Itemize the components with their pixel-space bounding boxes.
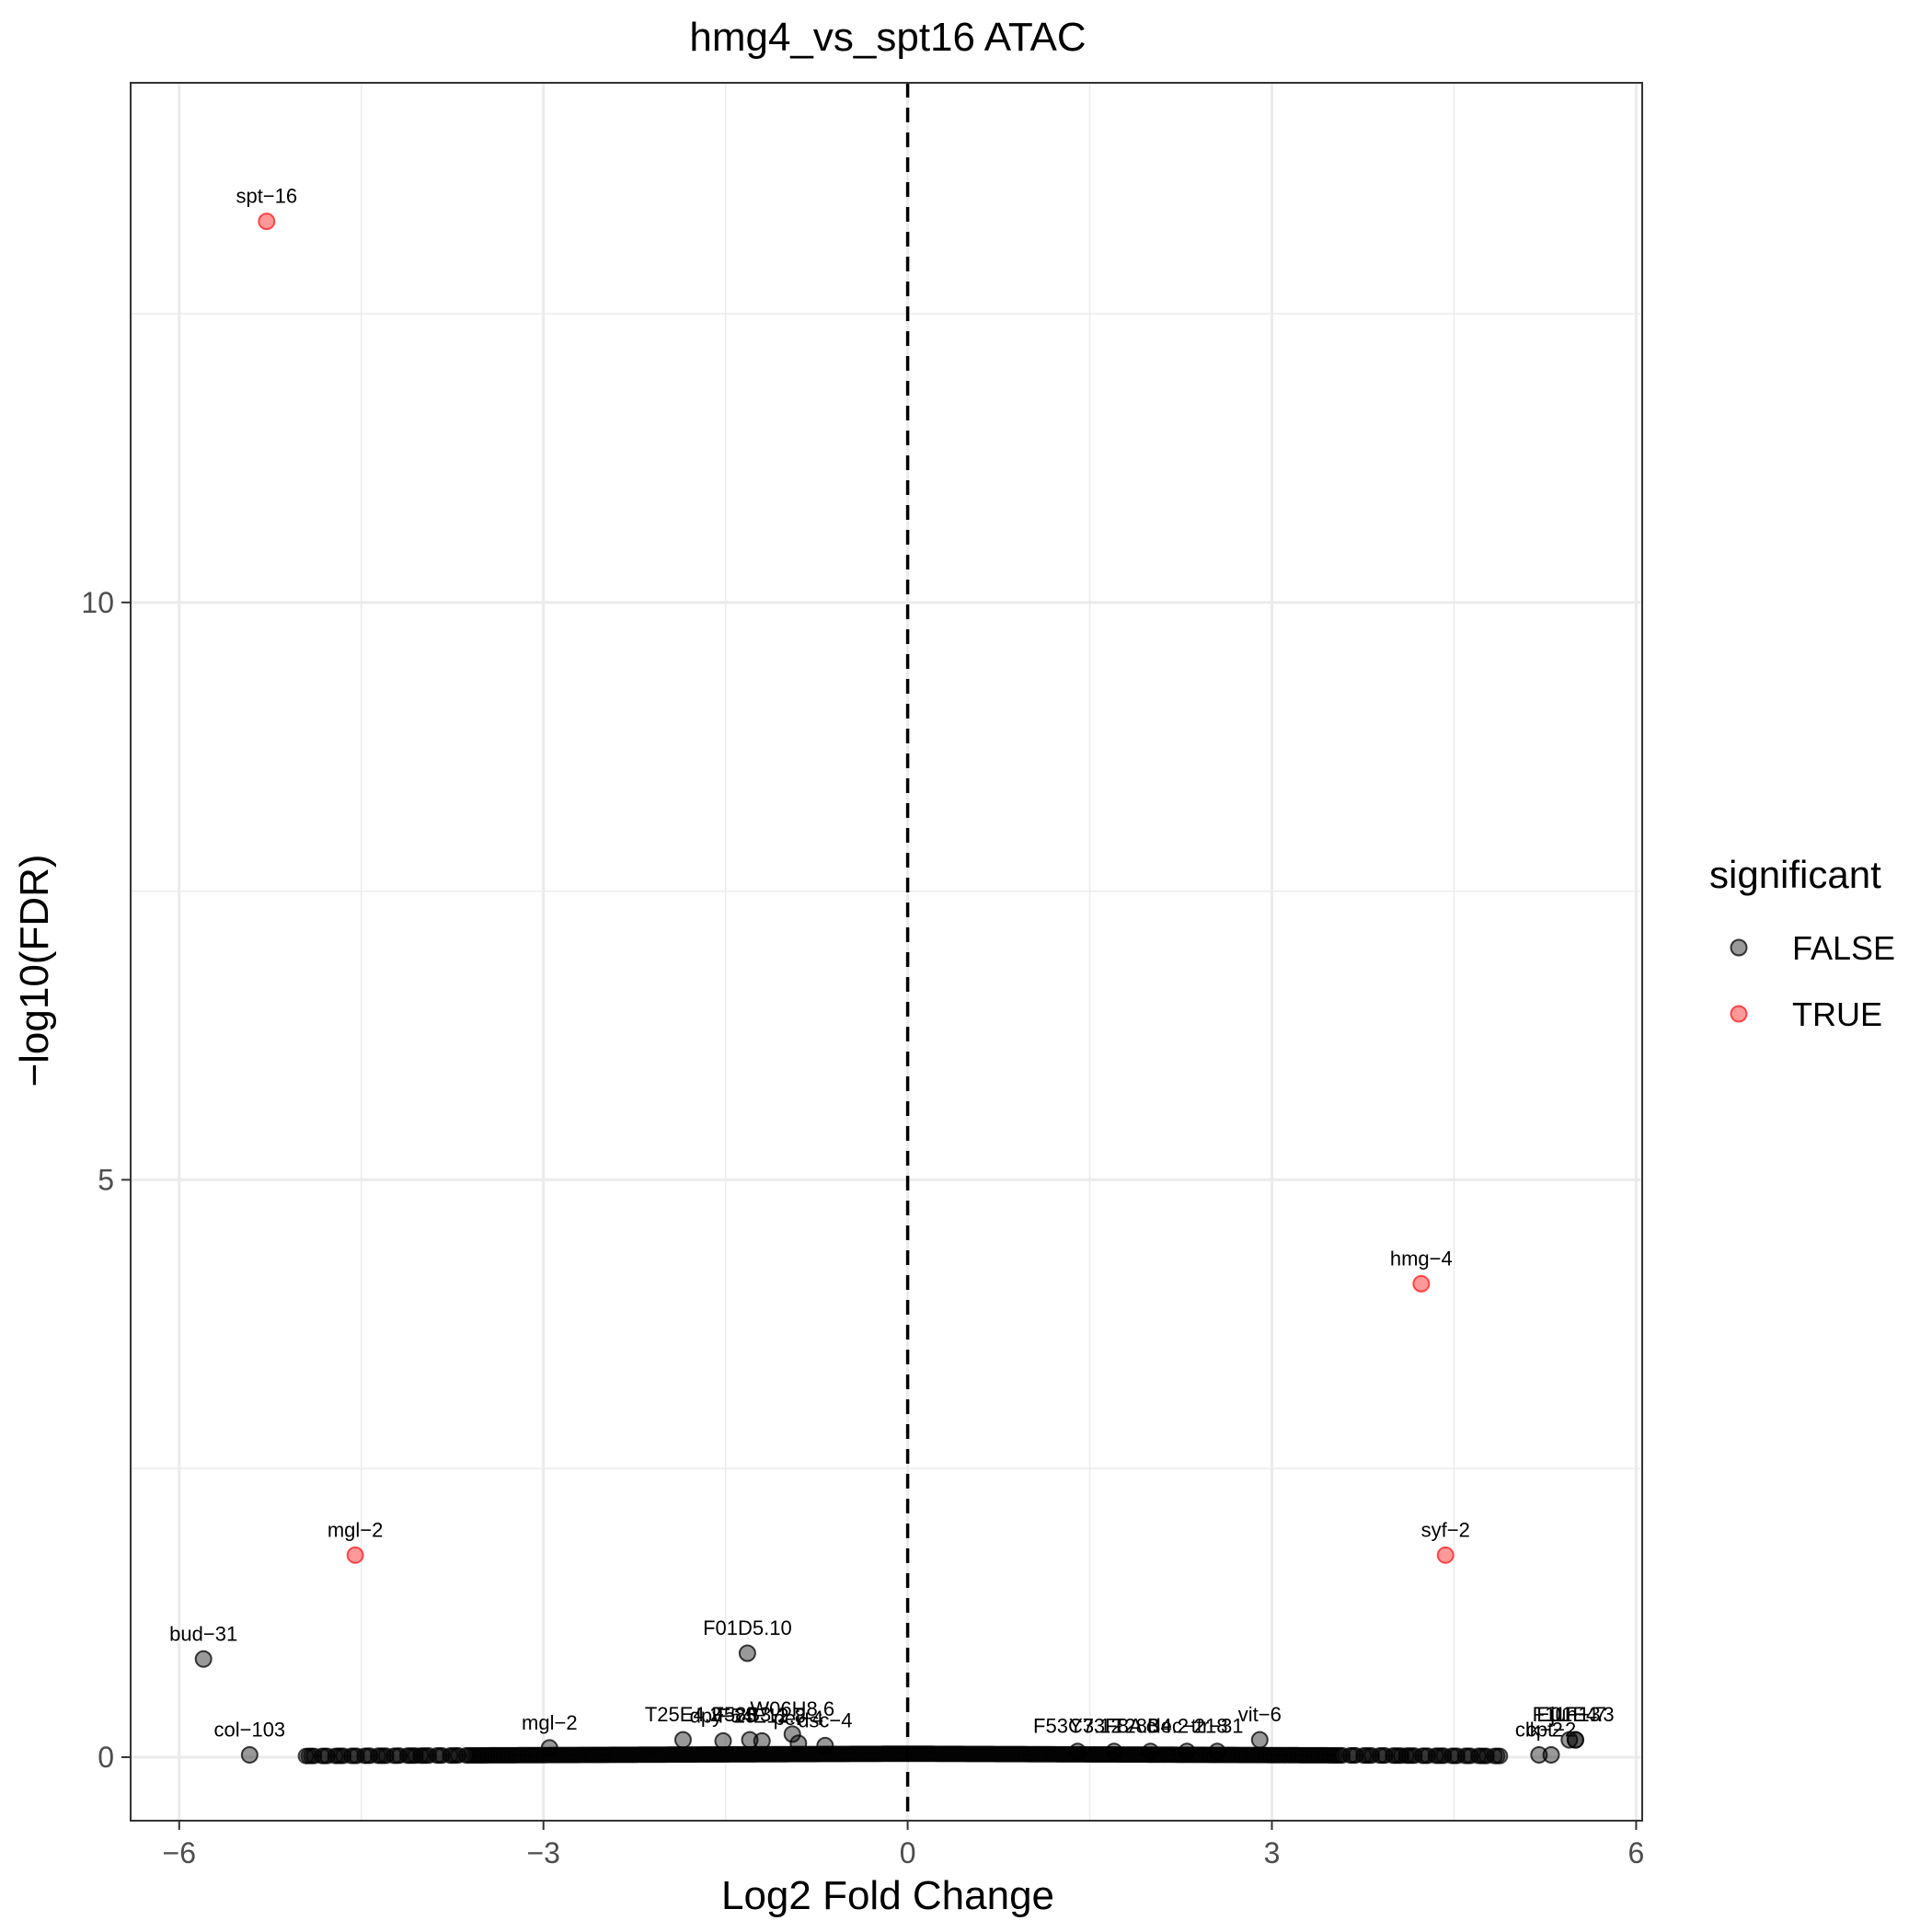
nonsignificant-point xyxy=(738,1644,756,1662)
nonsignificant-point xyxy=(1542,1745,1560,1764)
point-label: Y73F8A.3 xyxy=(1069,1715,1159,1738)
point-label: bud−31 xyxy=(169,1622,237,1645)
point-label: cpt−2 xyxy=(1526,1718,1576,1741)
nonsignificant-point xyxy=(240,1745,259,1764)
point-label: F11F1.7 xyxy=(1533,1703,1606,1726)
nonsignificant-point xyxy=(1530,1745,1548,1764)
point-label: dpy−25 xyxy=(690,1704,757,1727)
nonsignificant-point xyxy=(1566,1731,1584,1749)
point-label: T25E4.2 xyxy=(645,1703,721,1726)
x-axis-title: Log2 Fold Change xyxy=(721,1873,1054,1918)
point-label: col−103 xyxy=(213,1718,285,1741)
x-tick-label: 3 xyxy=(1264,1836,1281,1869)
legend: significant FALSE TRUE xyxy=(1709,853,1895,1033)
legend-key-true xyxy=(1730,1005,1748,1023)
nonsignificant-point xyxy=(673,1731,692,1749)
point-label: T28B4.2 xyxy=(1112,1715,1189,1738)
nonsignificant-point xyxy=(1208,1742,1226,1761)
point-label: clk−2 xyxy=(1515,1718,1563,1741)
point-label: E01E4.3 xyxy=(1536,1703,1614,1726)
significant-point xyxy=(258,213,276,231)
point-label: F53C3.12 xyxy=(1033,1715,1122,1738)
significant-point xyxy=(1412,1274,1431,1293)
nonsignificant-point xyxy=(714,1731,732,1750)
point-label: vit−6 xyxy=(1238,1703,1282,1726)
nonsignificant-point xyxy=(1250,1731,1269,1749)
nonsignificant-point xyxy=(816,1736,834,1754)
point-label: pei−4 xyxy=(774,1707,823,1730)
legend-label-true: TRUE xyxy=(1792,995,1882,1033)
point-label: clec−218 xyxy=(1146,1715,1228,1738)
legend-key-false xyxy=(1730,938,1748,957)
nonsignificant-point xyxy=(1105,1742,1123,1761)
legend-title: significant xyxy=(1709,853,1881,896)
y-tick-label: 10 xyxy=(81,586,114,619)
x-tick-label: 6 xyxy=(1628,1836,1645,1869)
point-label: F58B3.1 xyxy=(711,1703,788,1726)
plot-panel-border xyxy=(130,82,1643,1822)
nonsignificant-point xyxy=(194,1650,213,1668)
nonsignificant-point xyxy=(1178,1742,1196,1761)
significant-point xyxy=(1436,1546,1455,1564)
nonsignificant-point xyxy=(753,1731,771,1750)
nonsignificant-point xyxy=(1068,1742,1087,1761)
point-label: F01D5.10 xyxy=(703,1616,792,1639)
point-label: dsc−4 xyxy=(798,1708,852,1731)
significant-point xyxy=(346,1546,364,1564)
y-tick-label: 0 xyxy=(98,1741,114,1774)
background-point xyxy=(1491,1747,1509,1765)
point-label: ttr−31 xyxy=(1191,1715,1244,1738)
x-tick-label: 0 xyxy=(900,1836,916,1869)
y-tick-label: 5 xyxy=(98,1163,114,1196)
x-tick-label: −3 xyxy=(526,1836,559,1869)
point-label: mgl−2 xyxy=(522,1711,578,1734)
axis-ticks: −6 −3 0 3 6 0 5 10 xyxy=(81,586,1644,1869)
x-tick-label: −6 xyxy=(163,1836,196,1869)
chart-title: hmg4_vs_spt16 ATAC xyxy=(689,15,1086,60)
point-label: mgl−2 xyxy=(328,1518,384,1541)
data-points xyxy=(194,213,1584,1765)
point-label: spt−16 xyxy=(236,185,297,208)
point-label: syf−2 xyxy=(1421,1518,1470,1541)
y-axis-title: −log10(FDR) xyxy=(12,854,57,1087)
point-label: W06H8.6 xyxy=(750,1697,834,1720)
point-label: jun−3 xyxy=(1549,1703,1600,1726)
nonsignificant-point xyxy=(1560,1731,1579,1749)
point-label: hmg−4 xyxy=(1390,1247,1453,1270)
nonsignificant-point xyxy=(540,1739,558,1757)
legend-label-false: FALSE xyxy=(1792,929,1895,967)
nonsignificant-point xyxy=(789,1734,808,1753)
point-label: F54E12.8 xyxy=(719,1704,806,1727)
nonsignificant-point xyxy=(783,1725,801,1743)
nonsignificant-point xyxy=(1142,1742,1160,1761)
point-labels: spt−16 hmg−4 mgl−2 syf−2 bud−31 F01D5.10 col−1… xyxy=(169,185,1614,1742)
